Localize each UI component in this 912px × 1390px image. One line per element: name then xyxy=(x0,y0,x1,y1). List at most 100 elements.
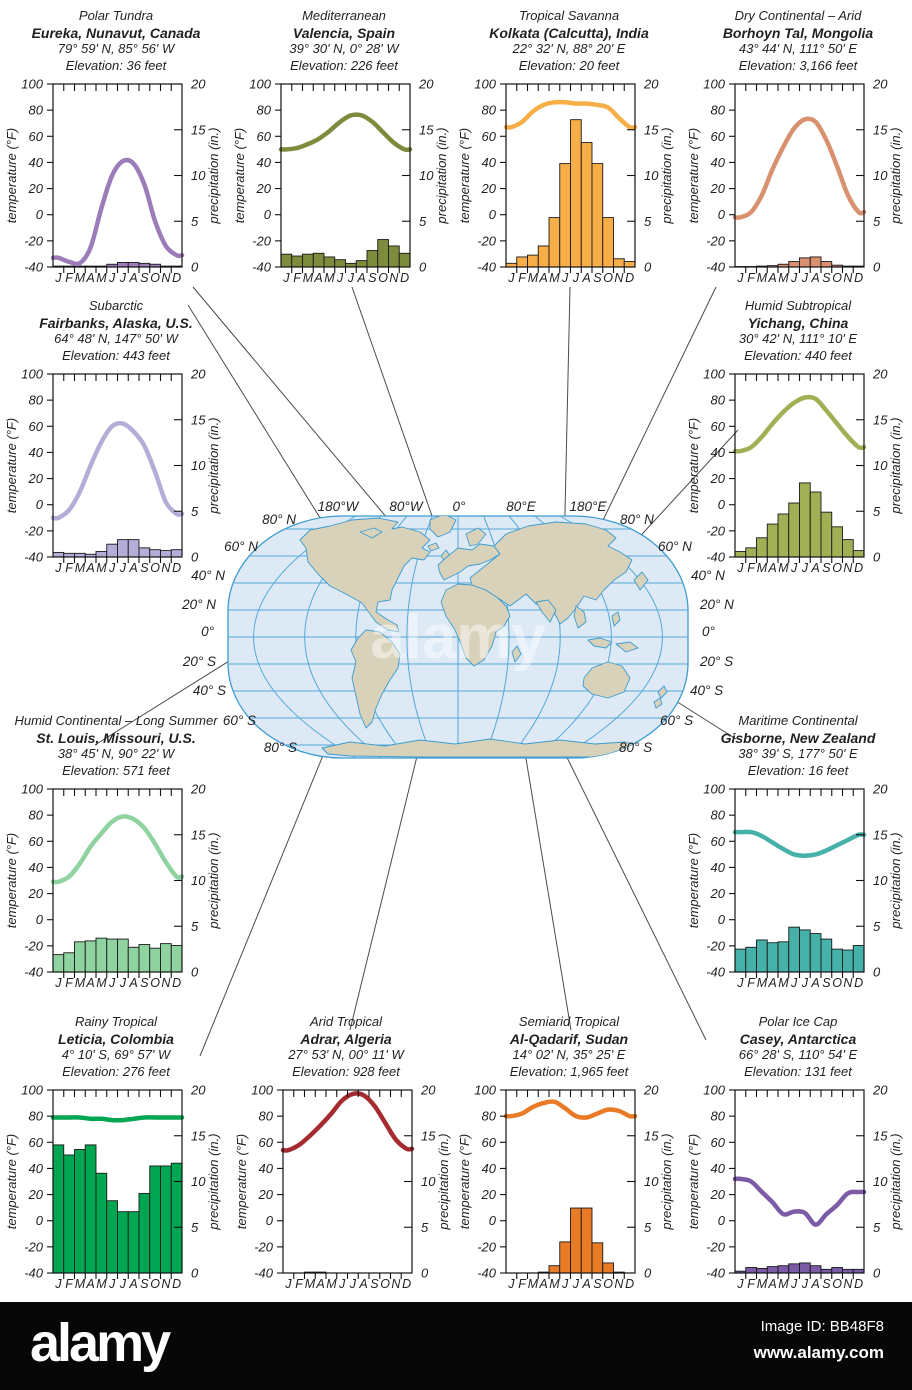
month-label: M xyxy=(305,1277,316,1291)
precip-tick-label: 20 xyxy=(643,77,659,92)
precip-bar xyxy=(127,261,140,268)
climate-type: Dry Continental – Arid xyxy=(734,8,862,23)
temp-tick-label: 100 xyxy=(703,1083,725,1098)
precip-bar xyxy=(788,1263,800,1274)
climate-type: Polar Ice Cap xyxy=(758,1014,838,1029)
precip-tick-label: 20 xyxy=(190,1083,206,1098)
precip-bar xyxy=(809,491,822,558)
month-label: M xyxy=(75,561,86,575)
month-label: J xyxy=(119,271,127,285)
month-label: J xyxy=(561,271,569,285)
precip-tick-label: 20 xyxy=(190,367,206,382)
precipitation-bars xyxy=(734,256,865,268)
precipitation-axis-title: precipitation (in.) xyxy=(206,1133,221,1230)
precipitation-bars xyxy=(505,119,636,268)
temp-tick-label: 40 xyxy=(711,860,726,875)
month-label: A xyxy=(313,271,322,285)
month-label: D xyxy=(402,1277,411,1291)
precip-bar xyxy=(831,948,843,973)
precipitation-axis-title: precipitation (in.) xyxy=(888,417,903,514)
landmass xyxy=(611,611,621,627)
month-label: F xyxy=(747,561,756,575)
month-label: M xyxy=(326,1277,337,1291)
temp-tick-label: 0 xyxy=(718,207,726,222)
precip-bar xyxy=(291,255,303,268)
temp-tick-label: -20 xyxy=(706,938,726,953)
month-label: J xyxy=(108,561,116,575)
temp-tick-label: 0 xyxy=(718,1213,726,1228)
station-elevation: Elevation: 226 feet xyxy=(290,57,398,73)
temp-tick-label: 20 xyxy=(256,181,272,196)
month-label: N xyxy=(389,271,399,285)
precip-tick-label: 20 xyxy=(872,367,888,382)
precip-tick-label: 20 xyxy=(420,1083,436,1098)
precip-tick-label: 15 xyxy=(873,122,888,137)
longitude-label: 180°E xyxy=(570,499,608,514)
precip-bar xyxy=(820,938,833,973)
climate-type: Polar Tundra xyxy=(78,8,154,23)
station-elevation: Elevation: 16 feet xyxy=(747,762,849,778)
precipitation-axis-title: precipitation (in.) xyxy=(206,127,221,224)
precip-tick-label: 15 xyxy=(191,827,206,842)
precip-bar xyxy=(117,1211,129,1274)
precipitation-bars xyxy=(734,482,865,558)
temp-tick-label: 100 xyxy=(249,77,271,92)
precip-bar xyxy=(52,1144,65,1274)
temp-tick-label: 40 xyxy=(482,155,497,170)
map-graticule xyxy=(228,516,688,758)
month-label: J xyxy=(282,271,290,285)
month-label: A xyxy=(538,1277,547,1291)
month-label: O xyxy=(150,1277,160,1291)
month-label: N xyxy=(843,561,853,575)
month-label: D xyxy=(854,1277,863,1291)
climate-type: Mediterranean xyxy=(302,8,386,23)
precip-bar xyxy=(106,938,118,973)
axis-ticks xyxy=(47,1089,182,1279)
temp-tick-label: 40 xyxy=(29,445,44,460)
axis-ticks xyxy=(47,788,182,978)
month-label: M xyxy=(96,1277,107,1291)
landmass xyxy=(615,641,639,653)
month-label: M xyxy=(778,976,789,990)
image-id-text: Image ID: BB48F8 xyxy=(760,1318,884,1335)
temp-tick-label: 80 xyxy=(29,393,44,408)
precip-bar xyxy=(63,952,75,973)
month-label: J xyxy=(349,1277,357,1291)
month-label: F xyxy=(65,976,74,990)
precip-bar xyxy=(527,254,539,268)
climate-type: Rainy Tropical xyxy=(74,1014,158,1029)
precip-tick-label: 15 xyxy=(191,122,206,137)
alamy-logo: alamy xyxy=(30,1313,171,1373)
precip-tick-label: 5 xyxy=(191,214,199,229)
precip-bar xyxy=(777,513,790,558)
precip-bar xyxy=(170,945,183,973)
month-label: S xyxy=(593,271,602,285)
month-label: J xyxy=(54,976,62,990)
precip-tick-label: 20 xyxy=(872,77,888,92)
temp-tick-label: 80 xyxy=(29,103,44,118)
longitude-label: 0° xyxy=(453,499,467,514)
precip-bar xyxy=(160,550,172,558)
longitude-label: 80°W xyxy=(389,499,423,514)
temperature-axis-title: temperature (°F) xyxy=(686,833,701,929)
temp-tick-label: 80 xyxy=(711,103,726,118)
station-name: Kolkata (Calcutta), India xyxy=(489,24,649,41)
temp-tick-label: -40 xyxy=(24,965,44,980)
month-label: F xyxy=(65,1277,74,1291)
month-label: J xyxy=(801,561,809,575)
month-label: A xyxy=(128,561,137,575)
month-label: J xyxy=(801,1277,809,1291)
station-elevation: Elevation: 131 feet xyxy=(744,1063,852,1079)
chart-header: Maritime Continental Gisborne, New Zealan… xyxy=(684,713,912,779)
temp-tick-label: 0 xyxy=(36,207,44,222)
precip-tick-label: 10 xyxy=(873,873,888,888)
precip-tick-label: 0 xyxy=(873,550,881,565)
month-label: O xyxy=(832,271,842,285)
precip-tick-label: 5 xyxy=(644,1220,652,1235)
temp-tick-label: 0 xyxy=(264,207,272,222)
month-label: F xyxy=(518,1277,527,1291)
month-label: N xyxy=(161,561,171,575)
